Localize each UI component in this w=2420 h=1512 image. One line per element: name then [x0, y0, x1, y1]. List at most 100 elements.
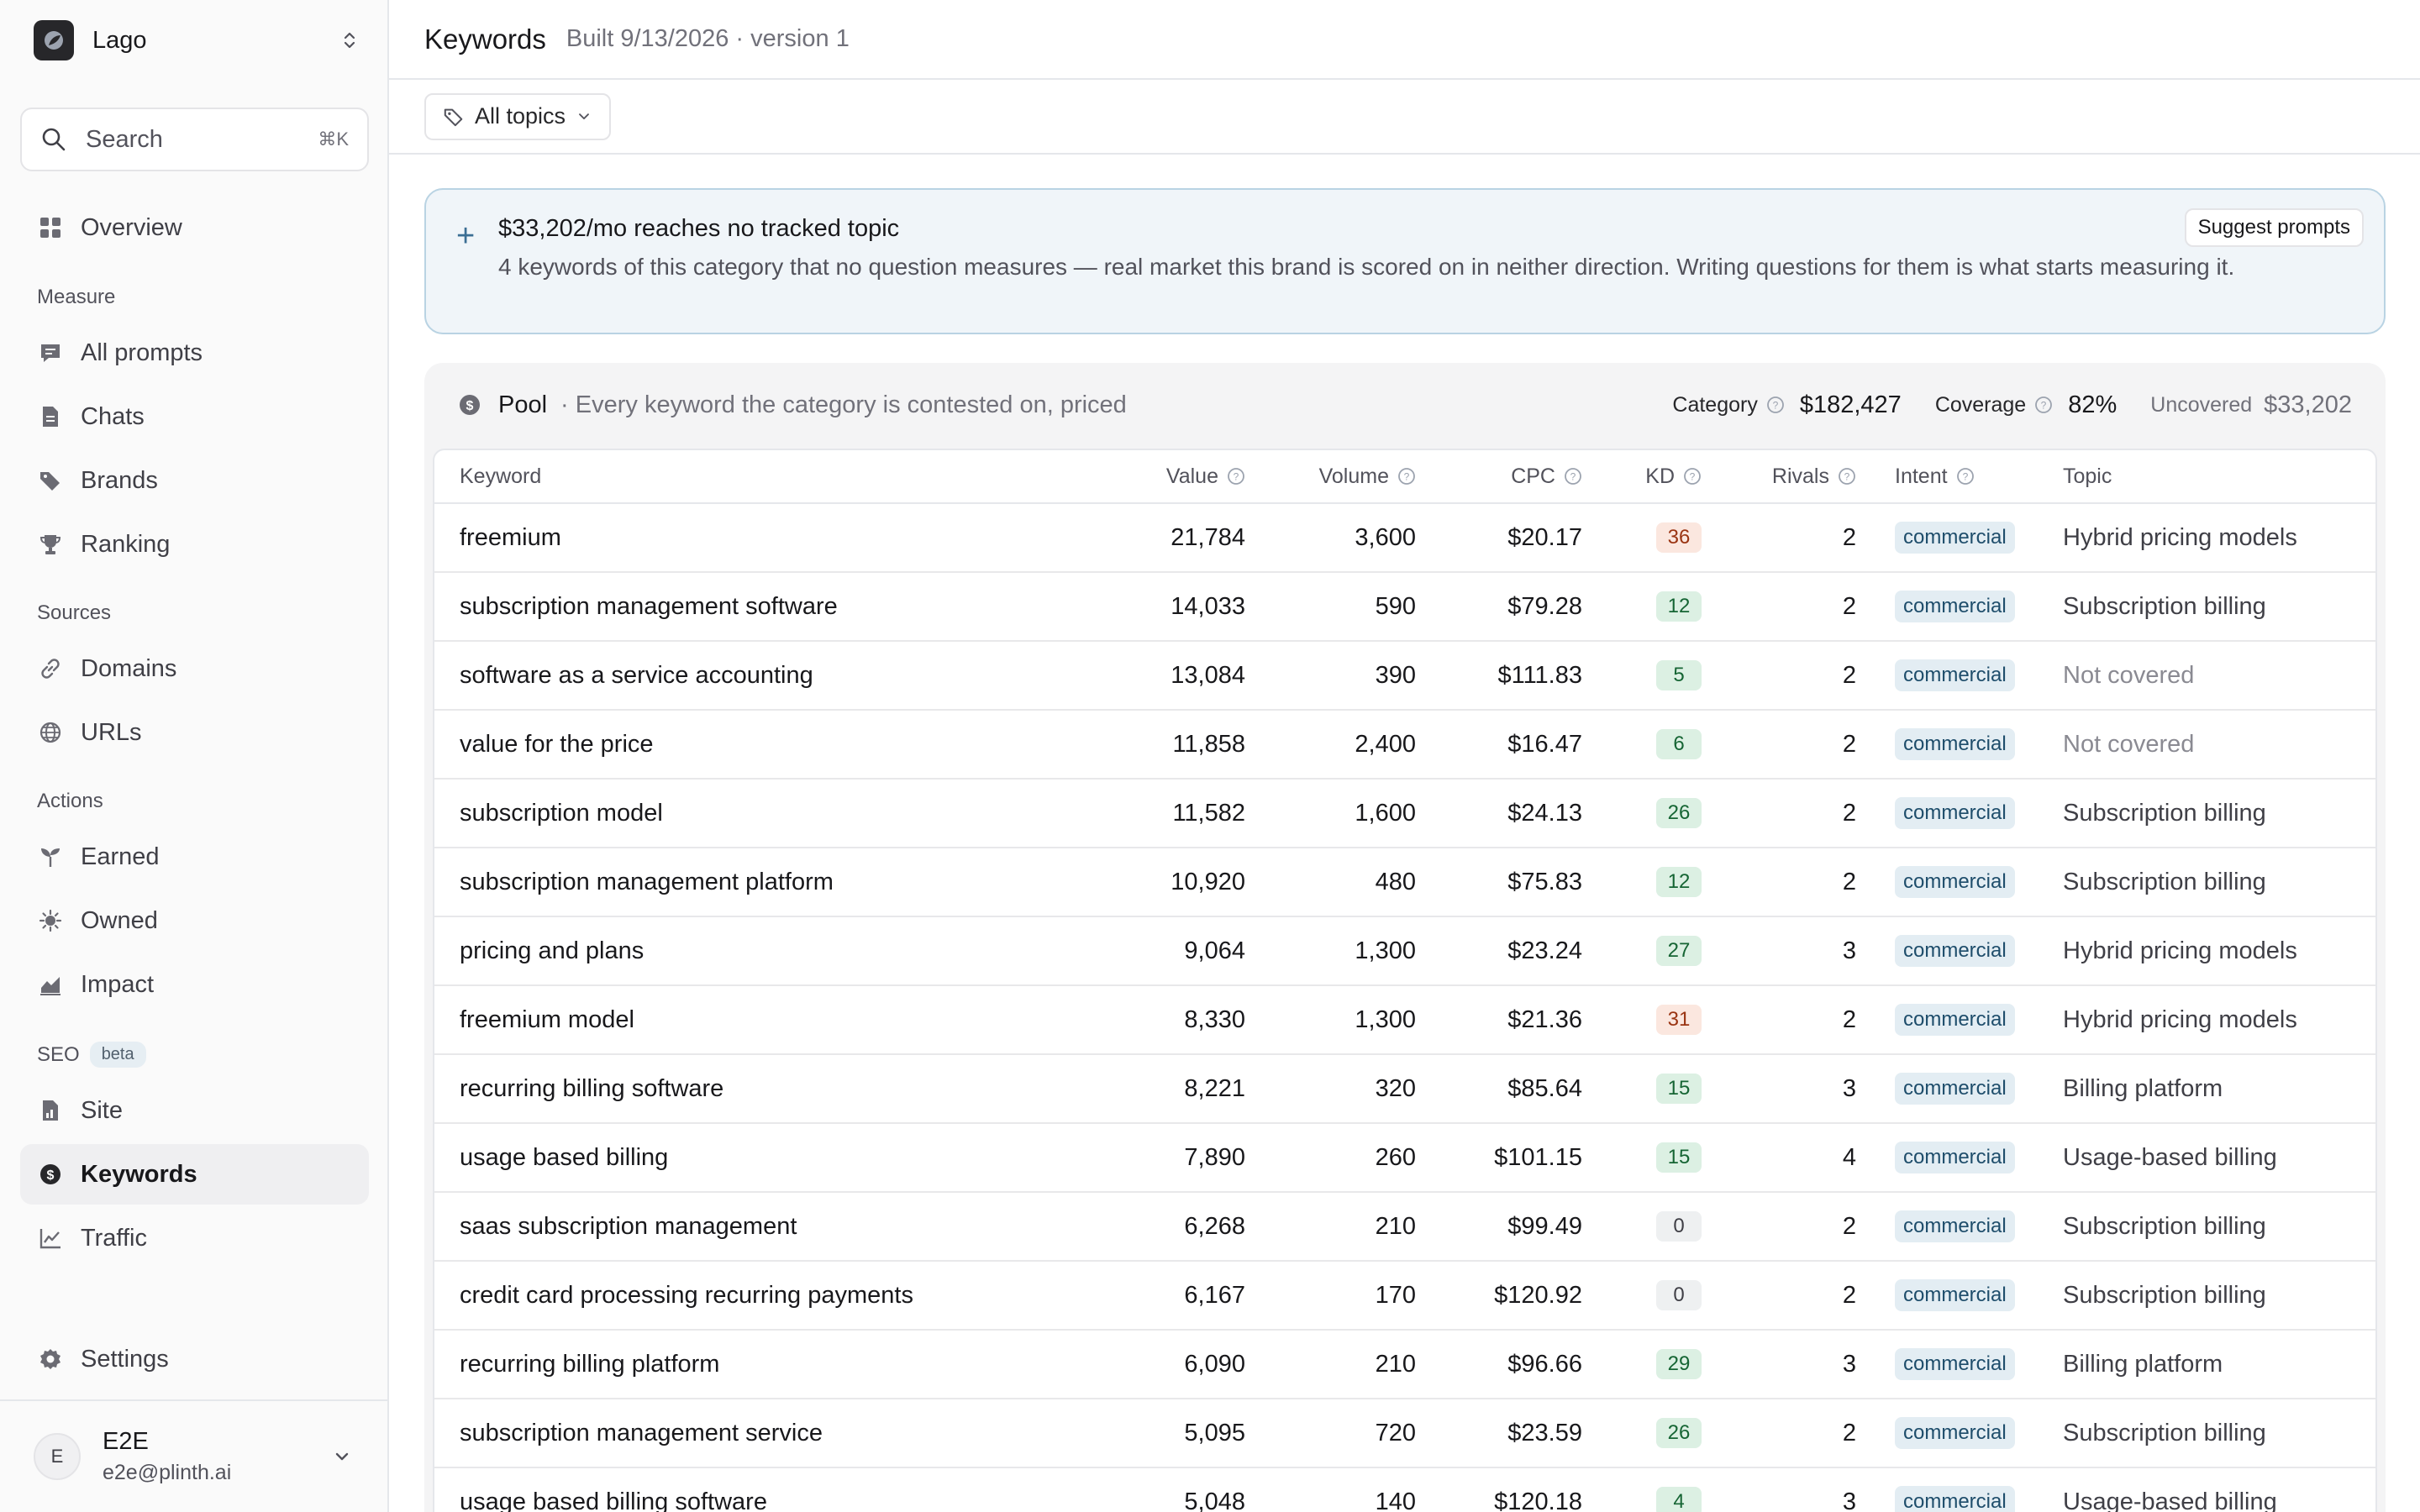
- table-row[interactable]: pricing and plans 9,064 1,300 $23.24 27 3 comm…: [434, 917, 2375, 986]
- keyword-cell: freemium model: [460, 1005, 634, 1033]
- table-row[interactable]: recurring billing platform 6,090 210 $96.66…: [434, 1331, 2375, 1399]
- svg-text:?: ?: [1234, 471, 1239, 483]
- sidebar-item-chats[interactable]: Chats: [20, 386, 369, 447]
- table-header: Keyword Value? Volume? CPC? KD? Rivals? …: [434, 450, 2375, 504]
- table-row[interactable]: credit card processing recurring payment…: [434, 1262, 2375, 1331]
- workspace-logo-icon: [34, 20, 74, 60]
- kd-badge: 29: [1656, 1349, 1702, 1379]
- user-menu[interactable]: E E2E e2e@plinth.ai: [0, 1399, 387, 1512]
- table-row[interactable]: usage based billing 7,890 260 $101.15 15 4 com…: [434, 1124, 2375, 1193]
- topic-cell: Hybrid pricing models: [2063, 1006, 2375, 1034]
- table-row[interactable]: recurring billing software 8,221 320 $85.64…: [434, 1055, 2375, 1124]
- sidebar-item-overview[interactable]: Overview: [20, 197, 369, 258]
- svg-text:$: $: [47, 1168, 55, 1183]
- filter-bar: All topics: [389, 80, 2420, 155]
- search-label: Search: [86, 125, 163, 153]
- column-cpc[interactable]: CPC?: [1416, 465, 1582, 489]
- pool-stats: Category ? $182,427 Coverage ? 82% Uncov…: [1672, 391, 2352, 419]
- help-circle-icon[interactable]: ?: [1397, 467, 1416, 486]
- kd-badge: 4: [1656, 1487, 1702, 1512]
- sidebar-item-label: Impact: [81, 970, 155, 998]
- help-circle-icon[interactable]: ?: [2034, 396, 2053, 414]
- dollar-circle-icon: $: [37, 1161, 64, 1188]
- sidebar-item-earned[interactable]: Earned: [20, 827, 369, 887]
- column-keyword[interactable]: Keyword: [460, 464, 542, 488]
- intent-cell: commercial: [1856, 1279, 2063, 1311]
- pool-title: Pool: [498, 391, 548, 418]
- sidebar-item-brands[interactable]: Brands: [20, 450, 369, 511]
- table-row[interactable]: saas subscription management 6,268 210 $99.…: [434, 1193, 2375, 1262]
- chevron-updown-icon[interactable]: [338, 29, 361, 52]
- table-row[interactable]: value for the price 11,858 2,400 $16.47 6 2 co…: [434, 711, 2375, 780]
- intent-badge: commercial: [1895, 1279, 2015, 1311]
- table-row[interactable]: usage based billing software 5,048 140 $120…: [434, 1468, 2375, 1512]
- sidebar-item-all-prompts[interactable]: All prompts: [20, 323, 369, 383]
- column-intent[interactable]: Intent?: [1856, 465, 2063, 489]
- sidebar-item-traffic[interactable]: Traffic: [20, 1208, 369, 1268]
- keyword-cell: freemium: [460, 523, 561, 551]
- column-value[interactable]: Value?: [1098, 465, 1245, 489]
- column-topic[interactable]: Topic: [2063, 464, 2112, 488]
- kd-badge: 15: [1656, 1074, 1702, 1104]
- sidebar-item-settings[interactable]: Settings: [20, 1329, 369, 1389]
- cpc-cell: $120.92: [1494, 1281, 1582, 1309]
- sidebar-item-ranking[interactable]: Ranking: [20, 514, 369, 575]
- table-row[interactable]: subscription management platform 10,920 48…: [434, 848, 2375, 917]
- column-label: Value: [1165, 464, 1218, 488]
- search-box[interactable]: Search ⌘K: [20, 108, 369, 171]
- uncovered-banner: + $33,202/mo reaches no tracked topic 4 …: [424, 188, 2386, 334]
- sidebar-item-owned[interactable]: Owned: [20, 890, 369, 951]
- sidebar-item-label: Earned: [81, 843, 160, 870]
- table-row[interactable]: subscription management software 14,033 59…: [434, 573, 2375, 642]
- column-kd[interactable]: KD?: [1582, 465, 1702, 489]
- kd-cell: 0: [1582, 1211, 1702, 1242]
- svg-text:?: ?: [1962, 471, 1968, 483]
- table-row[interactable]: subscription management service 5,095 720 $…: [434, 1399, 2375, 1468]
- value-cell: 5,048: [1184, 1488, 1245, 1512]
- cpc-cell: $20.17: [1507, 523, 1582, 551]
- suggest-prompts-button[interactable]: Suggest prompts: [2184, 208, 2364, 247]
- sidebar-item-domains[interactable]: Domains: [20, 638, 369, 699]
- topic-cell: Billing platform: [2063, 1075, 2375, 1103]
- intent-cell: commercial: [1856, 1142, 2063, 1173]
- kd-cell: 5: [1582, 660, 1702, 690]
- rivals-cell: 3: [1842, 1074, 1856, 1102]
- kd-badge: 31: [1656, 1005, 1702, 1035]
- table-row[interactable]: subscription model 11,582 1,600 $24.13 26 2 co…: [434, 780, 2375, 848]
- kd-cell: 29: [1582, 1349, 1702, 1379]
- table-row[interactable]: freemium 21,784 3,600 $20.17 36 2 commercial Hy…: [434, 504, 2375, 573]
- column-rivals[interactable]: Rivals?: [1702, 465, 1856, 489]
- intent-badge: commercial: [1895, 797, 2015, 829]
- column-label: Volume: [1318, 464, 1389, 488]
- topics-filter-button[interactable]: All topics: [424, 92, 612, 140]
- help-circle-icon[interactable]: ?: [1683, 467, 1702, 486]
- volume-cell: 140: [1375, 1488, 1416, 1512]
- page-title: Keywords: [424, 23, 546, 55]
- sidebar-item-impact[interactable]: Impact: [20, 954, 369, 1015]
- dollar-circle-icon: $: [460, 395, 480, 415]
- coverage-value: 82%: [2068, 391, 2118, 418]
- table-row[interactable]: software as a service accounting 13,084 39…: [434, 642, 2375, 711]
- topic-label: Usage-based billing: [2063, 1143, 2277, 1171]
- banner-body: 4 keywords of this category that no ques…: [498, 254, 2235, 280]
- sidebar-item-urls[interactable]: URLs: [20, 702, 369, 763]
- table-row[interactable]: freemium model 8,330 1,300 $21.36 31 2 commerc…: [434, 986, 2375, 1055]
- svg-text:?: ?: [1844, 471, 1850, 483]
- sidebar-item-site[interactable]: Site: [20, 1080, 369, 1141]
- intent-cell: commercial: [1856, 935, 2063, 967]
- help-circle-icon[interactable]: ?: [1564, 467, 1582, 486]
- help-circle-icon[interactable]: ?: [1766, 396, 1785, 414]
- help-circle-icon[interactable]: ?: [1956, 467, 1975, 486]
- sidebar-item-keywords[interactable]: $ Keywords: [20, 1144, 369, 1205]
- kd-cell: 4: [1582, 1487, 1702, 1512]
- chevron-down-icon[interactable]: [330, 1445, 354, 1468]
- cpc-cell: $120.18: [1494, 1488, 1582, 1512]
- workspace-switcher[interactable]: Lago: [34, 20, 361, 60]
- volume-cell: 210: [1375, 1212, 1416, 1240]
- help-circle-icon[interactable]: ?: [1838, 467, 1856, 486]
- column-volume[interactable]: Volume?: [1245, 465, 1416, 489]
- beta-badge: beta: [89, 1042, 146, 1068]
- help-circle-icon[interactable]: ?: [1227, 467, 1245, 486]
- svg-text:$: $: [466, 399, 474, 413]
- section-sources: Sources: [37, 601, 111, 625]
